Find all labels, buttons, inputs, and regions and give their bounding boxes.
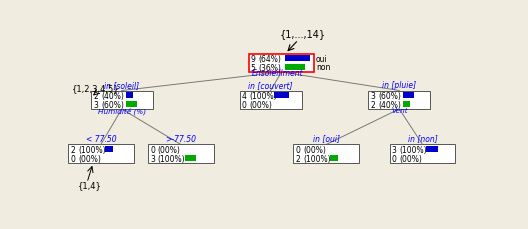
Text: 0: 0 [70,154,75,163]
Bar [275,93,289,99]
Text: 2: 2 [371,101,375,109]
Text: (100%): (100%) [304,154,331,163]
Bar [286,56,310,62]
Text: 3: 3 [93,101,98,109]
Text: {1,4}: {1,4} [78,180,101,189]
Text: 9: 9 [251,55,256,63]
Text: (00%): (00%) [304,145,326,154]
Text: (100%): (100%) [158,154,185,163]
Text: 3: 3 [392,145,397,154]
Text: in [soleil]: in [soleil] [104,80,139,89]
Bar [390,145,456,163]
Text: 0: 0 [392,154,397,163]
Bar [126,102,137,108]
Bar [68,145,134,163]
Bar [294,145,360,163]
Text: (00%): (00%) [400,154,422,163]
Text: (60%): (60%) [101,101,124,109]
Text: 2: 2 [70,145,75,154]
Text: (36%): (36%) [259,64,281,73]
Bar [286,65,305,71]
Text: >-77.50: >-77.50 [165,134,196,143]
Text: 2: 2 [93,91,98,100]
Text: non: non [316,63,331,72]
Text: Ensoleillment: Ensoleillment [252,69,304,78]
Bar [427,146,438,152]
Text: < 77.50: < 77.50 [86,134,116,143]
Bar [148,145,214,163]
Bar [403,93,414,99]
Bar [126,93,133,99]
Text: {1,...,14}: {1,...,14} [279,29,325,39]
Bar [368,91,430,109]
Text: (40%): (40%) [379,101,401,109]
Bar [91,91,153,109]
Text: oui: oui [316,55,328,64]
Bar [105,146,112,152]
Text: 3: 3 [150,154,155,163]
Text: 4: 4 [242,91,247,100]
Bar [240,91,301,109]
Text: (00%): (00%) [158,145,181,154]
Text: (60%): (60%) [379,91,401,100]
Text: in [pluie]: in [pluie] [382,80,416,89]
Text: 5: 5 [251,64,256,73]
Text: Vent: Vent [391,108,408,114]
Text: {1,2,3,4,5}: {1,2,3,4,5} [72,83,120,92]
Text: (100%): (100%) [250,91,277,100]
Text: (00%): (00%) [250,101,272,109]
Text: (100%): (100%) [78,145,106,154]
Text: in [couvert]: in [couvert] [248,80,293,89]
Text: in [oui]: in [oui] [313,134,340,143]
Text: (00%): (00%) [78,154,101,163]
Bar [331,155,338,162]
Text: 2: 2 [296,154,300,163]
Text: 0: 0 [242,101,247,109]
Text: in [non]: in [non] [408,134,437,143]
Bar [403,102,410,108]
Text: 0: 0 [296,145,300,154]
Text: (100%): (100%) [400,145,427,154]
Bar [185,155,196,162]
Text: 3: 3 [371,91,375,100]
Text: 0: 0 [150,145,155,154]
Text: (64%): (64%) [259,55,281,63]
Bar [249,54,314,73]
Text: (40%): (40%) [101,91,124,100]
Text: Humidité (%): Humidité (%) [98,107,146,114]
